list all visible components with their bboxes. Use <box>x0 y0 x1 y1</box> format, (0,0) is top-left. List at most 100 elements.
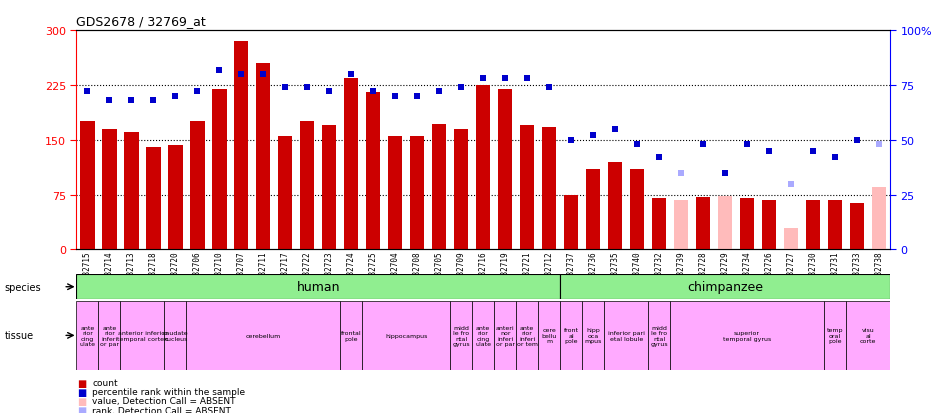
Text: ante
rior
inferi
or par: ante rior inferi or par <box>100 325 119 346</box>
Bar <box>652 199 666 250</box>
Bar <box>762 200 776 250</box>
Bar <box>212 89 226 250</box>
Text: rank, Detection Call = ABSENT: rank, Detection Call = ABSENT <box>92 406 231 413</box>
Text: GSM182728: GSM182728 <box>699 251 707 293</box>
Bar <box>473 301 494 370</box>
Text: GSM182709: GSM182709 <box>457 251 466 293</box>
Bar <box>828 200 843 250</box>
Bar <box>846 301 890 370</box>
Bar <box>186 301 340 370</box>
Text: caudate
nucleus: caudate nucleus <box>162 330 188 341</box>
Bar <box>76 275 560 299</box>
Text: GSM182727: GSM182727 <box>787 251 796 293</box>
Text: ■: ■ <box>77 405 87 413</box>
Bar <box>256 64 270 250</box>
Text: ■: ■ <box>77 387 87 397</box>
Bar <box>824 301 846 370</box>
Bar <box>586 170 600 250</box>
Text: GSM182713: GSM182713 <box>127 251 136 293</box>
Text: inferior pari
etal lobule: inferior pari etal lobule <box>608 330 645 341</box>
Bar <box>366 93 380 250</box>
Bar <box>674 200 689 250</box>
Text: GSM182732: GSM182732 <box>654 251 664 293</box>
Bar <box>124 133 139 250</box>
Bar <box>476 86 490 250</box>
Text: GSM182704: GSM182704 <box>391 251 400 293</box>
Bar <box>388 137 403 250</box>
Bar <box>542 127 556 250</box>
Text: human: human <box>296 280 340 294</box>
Bar <box>450 301 473 370</box>
Bar <box>164 301 186 370</box>
Text: GSM182711: GSM182711 <box>259 251 267 293</box>
Text: GSM182736: GSM182736 <box>589 251 597 293</box>
Bar <box>806 200 820 250</box>
Bar <box>582 301 604 370</box>
Bar <box>740 199 754 250</box>
Bar <box>560 275 890 299</box>
Text: GSM182735: GSM182735 <box>610 251 620 293</box>
Text: chimpanzee: chimpanzee <box>687 280 763 294</box>
Bar <box>718 197 733 250</box>
Bar <box>696 197 710 250</box>
Bar <box>432 124 446 250</box>
Bar <box>76 301 99 370</box>
Text: GSM182712: GSM182712 <box>544 251 554 293</box>
Text: GSM182730: GSM182730 <box>809 251 817 293</box>
Bar <box>120 301 164 370</box>
Text: cerebellum: cerebellum <box>246 333 281 338</box>
Bar <box>234 42 249 250</box>
Text: visu
al
corte: visu al corte <box>860 328 876 344</box>
Bar <box>103 129 116 250</box>
Text: GSM182705: GSM182705 <box>434 251 444 293</box>
Text: anterior inferior
temporal cortex: anterior inferior temporal cortex <box>117 330 168 341</box>
Bar <box>494 301 516 370</box>
Text: GSM182734: GSM182734 <box>743 251 751 293</box>
Bar <box>300 122 314 250</box>
Text: ante
rior
inferi
or tem: ante rior inferi or tem <box>516 325 538 346</box>
Bar <box>564 195 579 250</box>
Text: GSM182715: GSM182715 <box>83 251 92 293</box>
Text: GSM182717: GSM182717 <box>281 251 290 293</box>
Text: tissue: tissue <box>5 330 34 341</box>
Text: front
al
pole: front al pole <box>564 328 579 344</box>
Text: anteri
nor
inferi
or par: anteri nor inferi or par <box>496 325 514 346</box>
Text: hipp
oca
mpus: hipp oca mpus <box>584 328 602 344</box>
Text: ante
rior
cing
ulate: ante rior cing ulate <box>475 325 491 346</box>
Bar <box>454 129 469 250</box>
Bar <box>604 301 648 370</box>
Bar <box>190 122 204 250</box>
Text: GSM182723: GSM182723 <box>325 251 334 293</box>
Text: GSM182706: GSM182706 <box>193 251 202 293</box>
Text: GSM182724: GSM182724 <box>347 251 356 293</box>
Bar <box>850 203 864 250</box>
Text: GSM182718: GSM182718 <box>149 251 158 293</box>
Text: GSM182738: GSM182738 <box>874 251 884 293</box>
Bar <box>670 301 824 370</box>
Text: GSM182716: GSM182716 <box>479 251 487 293</box>
Text: midd
le fro
ntal
gyrus: midd le fro ntal gyrus <box>651 325 668 346</box>
Text: GSM182737: GSM182737 <box>567 251 576 293</box>
Bar <box>560 301 582 370</box>
Bar <box>630 170 644 250</box>
Bar <box>872 188 886 250</box>
Text: count: count <box>92 378 117 387</box>
Bar <box>520 126 534 250</box>
Bar <box>146 148 160 250</box>
Bar <box>608 162 623 250</box>
Text: GSM182740: GSM182740 <box>633 251 641 293</box>
Bar <box>516 301 538 370</box>
Text: cere
bellu
m: cere bellu m <box>541 328 557 344</box>
Text: percentile rank within the sample: percentile rank within the sample <box>92 387 245 396</box>
Text: GSM182729: GSM182729 <box>720 251 730 293</box>
Text: GSM182720: GSM182720 <box>171 251 180 293</box>
Text: midd
le fro
ntal
gyrus: midd le fro ntal gyrus <box>452 325 470 346</box>
Bar <box>322 126 336 250</box>
Text: frontal
pole: frontal pole <box>341 330 362 341</box>
Text: value, Detection Call = ABSENT: value, Detection Call = ABSENT <box>92 396 236 406</box>
Bar <box>498 89 513 250</box>
Text: GSM182707: GSM182707 <box>237 251 246 293</box>
Text: GSM182710: GSM182710 <box>215 251 224 293</box>
Text: GSM182719: GSM182719 <box>500 251 510 293</box>
Bar <box>169 145 183 250</box>
